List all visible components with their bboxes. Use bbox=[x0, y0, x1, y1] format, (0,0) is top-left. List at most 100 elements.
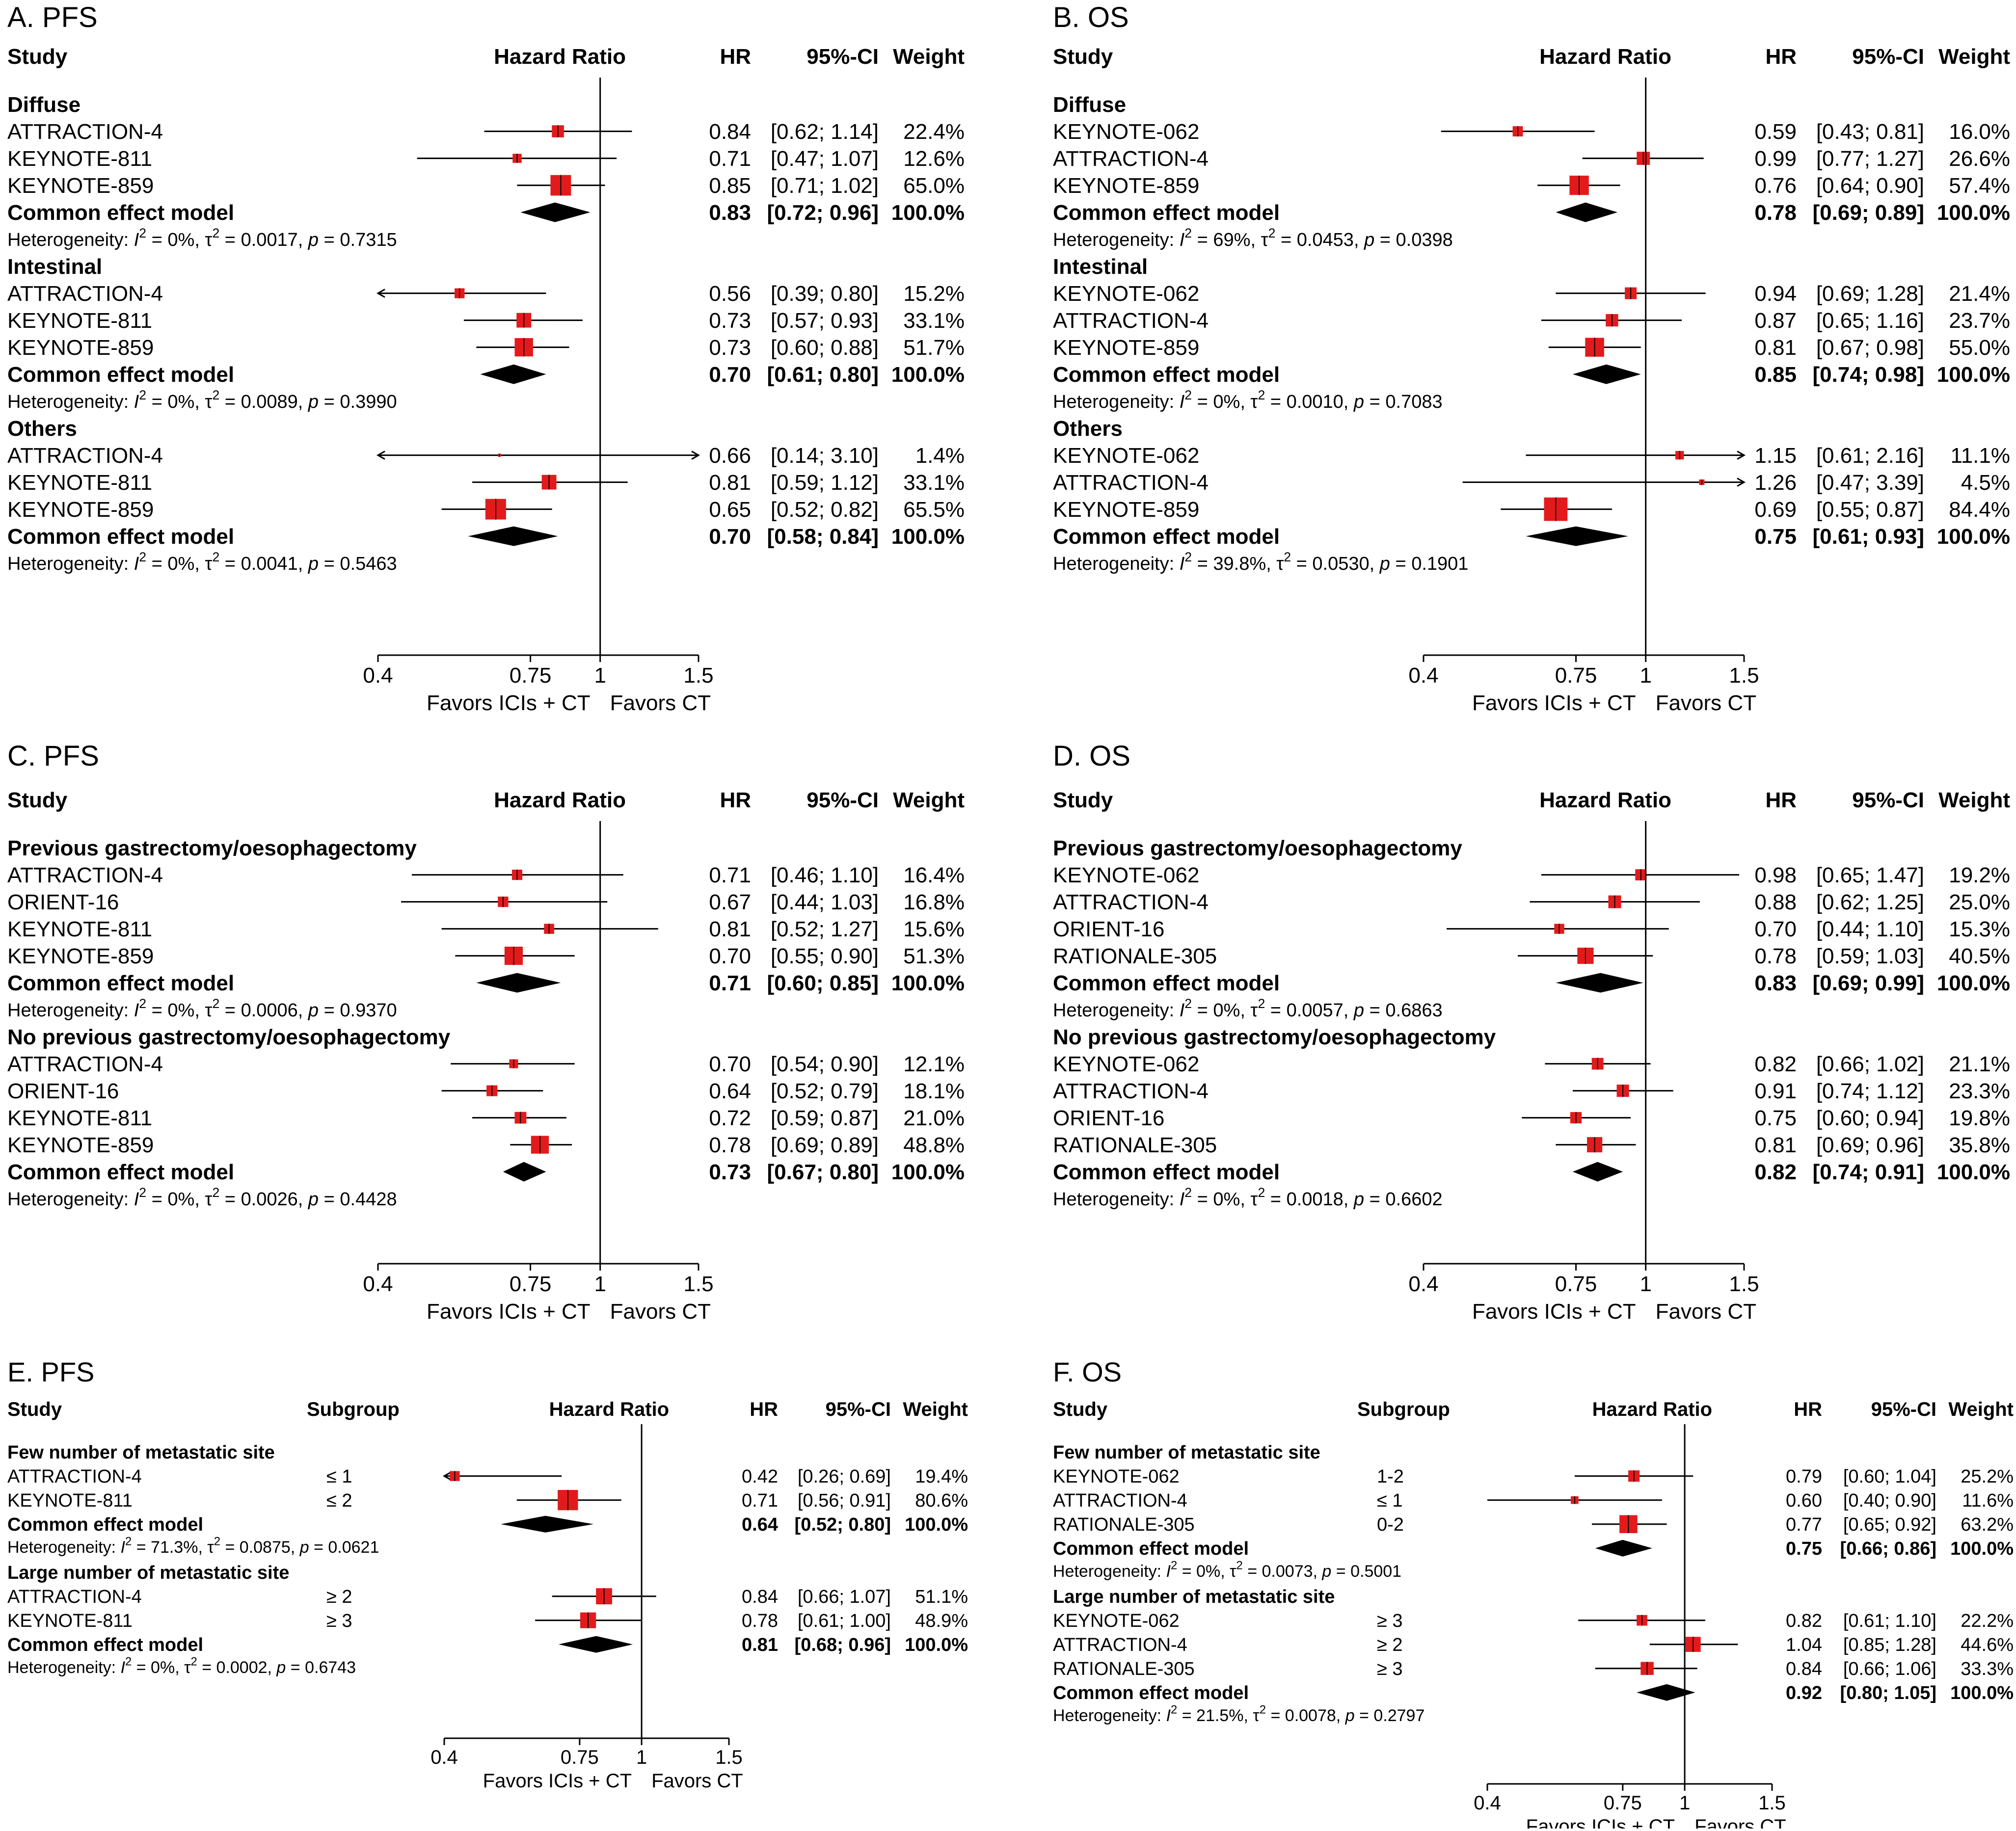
study-weight: 15.3% bbox=[1949, 917, 2010, 941]
study-ci: [0.61; 1.00] bbox=[798, 1611, 891, 1631]
header-study: Study bbox=[1053, 788, 1113, 812]
group-name: Previous gastrectomy/oesophagectomy bbox=[1053, 836, 1462, 860]
pooled-label: Common effect model bbox=[7, 525, 234, 549]
heterogeneity-part: 2 bbox=[1260, 1703, 1266, 1717]
heterogeneity-part: = bbox=[132, 1658, 151, 1677]
heterogeneity-part: 0% bbox=[1213, 1189, 1240, 1210]
study-hr: 0.60 bbox=[1786, 1490, 1822, 1511]
heterogeneity-stats: Heterogeneity: I2 = 71.3%, τ2 = 0.0875, … bbox=[7, 1535, 379, 1557]
heterogeneity-part: = bbox=[146, 230, 167, 250]
panel-title: A. PFS bbox=[7, 1, 98, 33]
study-hr: 0.99 bbox=[1754, 147, 1797, 171]
study-weight: 57.4% bbox=[1949, 174, 2010, 198]
pooled-label: Common effect model bbox=[1053, 363, 1280, 387]
favors-left-label: Favors ICIs + CT bbox=[427, 691, 591, 715]
x-tick-label: 1.5 bbox=[683, 663, 713, 688]
study-weight: 48.8% bbox=[903, 1133, 965, 1157]
heterogeneity-part: , bbox=[1344, 1189, 1354, 1210]
study-ci: [0.57; 0.93] bbox=[771, 309, 879, 333]
heterogeneity-part: 0% bbox=[167, 554, 194, 574]
pooled-diamond bbox=[1572, 1162, 1623, 1182]
study-name: KEYNOTE-811 bbox=[7, 309, 152, 333]
heterogeneity-part: = bbox=[219, 1000, 241, 1021]
heterogeneity-part: 0% bbox=[167, 1000, 194, 1021]
heterogeneity-part: , τ bbox=[194, 1000, 212, 1021]
header-study: Study bbox=[7, 45, 68, 69]
panel-a: A. PFS Study Hazard Ratio HR 95%-CI Weight Dif… bbox=[7, 1, 965, 715]
study-name: ATTRACTION-4 bbox=[7, 863, 163, 887]
study-weight: 19.2% bbox=[1949, 863, 2010, 887]
heterogeneity-part: Heterogeneity: bbox=[1053, 1562, 1166, 1581]
study-name: ATTRACTION-4 bbox=[1053, 1079, 1209, 1103]
study-weight: 26.6% bbox=[1949, 147, 2010, 171]
heterogeneity-part: I bbox=[1166, 1562, 1171, 1581]
heterogeneity-part: 0.2797 bbox=[1373, 1706, 1425, 1725]
pooled-weight: 100.0% bbox=[905, 1514, 968, 1535]
study-ci: [0.40; 0.90] bbox=[1843, 1490, 1936, 1511]
pooled-ci: [0.61; 0.93] bbox=[1813, 525, 1924, 549]
ci-arrow-left bbox=[376, 451, 385, 460]
study-weight: 48.9% bbox=[915, 1611, 968, 1631]
heterogeneity-part: p bbox=[308, 230, 319, 250]
header-weight: Weight bbox=[1948, 1399, 2014, 1420]
header-ci: 95%-CI bbox=[806, 788, 879, 812]
header-hazard-ratio: Hazard Ratio bbox=[1539, 788, 1671, 812]
heterogeneity-stats: Heterogeneity: I2 = 21.5%, τ2 = 0.0078, … bbox=[1053, 1703, 1425, 1725]
heterogeneity-part: 0.0875 bbox=[240, 1538, 291, 1557]
pooled-ci: [0.68; 0.96] bbox=[795, 1635, 891, 1655]
study-weight: 12.6% bbox=[903, 147, 965, 171]
favors-left-label: Favors ICIs + CT bbox=[1472, 691, 1636, 715]
study-hr: 0.82 bbox=[1786, 1611, 1822, 1631]
heterogeneity-part: 2 bbox=[212, 226, 219, 240]
heterogeneity-part: 0.0453 bbox=[1297, 230, 1354, 250]
heterogeneity-part: = bbox=[319, 554, 340, 574]
heterogeneity-part: 0% bbox=[151, 1658, 175, 1677]
heterogeneity-part: 0.5463 bbox=[340, 554, 397, 574]
study-weight: 65.0% bbox=[903, 174, 965, 198]
study-subgroup: ≤ 1 bbox=[1377, 1490, 1403, 1511]
heterogeneity-part: = bbox=[220, 1538, 240, 1557]
heterogeneity-part: = bbox=[1364, 1000, 1385, 1021]
heterogeneity-part: 2 bbox=[212, 996, 219, 1011]
header-hr: HR bbox=[1765, 45, 1797, 69]
x-tick-label: 0.4 bbox=[430, 1747, 458, 1768]
study-name: RATIONALE-305 bbox=[1053, 1133, 1217, 1157]
pooled-label: Common effect model bbox=[7, 1635, 203, 1655]
pooled-hr: 0.70 bbox=[709, 525, 751, 549]
study-hr: 0.87 bbox=[1754, 309, 1797, 333]
study-weight: 63.2% bbox=[1961, 1514, 2014, 1535]
study-ci: [0.14; 3.10] bbox=[771, 444, 879, 468]
heterogeneity-part: = bbox=[1192, 1189, 1213, 1210]
heterogeneity-part: , τ bbox=[175, 1658, 191, 1677]
header-study: Study bbox=[7, 1399, 62, 1420]
group-name: Diffuse bbox=[1053, 93, 1126, 117]
study-ci: [0.43; 0.81] bbox=[1816, 120, 1924, 144]
study-weight: 51.7% bbox=[903, 336, 965, 360]
heterogeneity-part: 2 bbox=[1258, 996, 1265, 1011]
study-subgroup: ≥ 3 bbox=[1377, 1659, 1403, 1679]
study-ci: [0.55; 0.87] bbox=[1816, 498, 1924, 522]
group-name: Few number of metastatic site bbox=[7, 1442, 275, 1463]
study-name: KEYNOTE-811 bbox=[7, 917, 152, 941]
group-name: Intestinal bbox=[7, 255, 102, 279]
study-hr: 0.64 bbox=[709, 1079, 751, 1103]
panel-c: C. PFS Study Hazard Ratio HR 95%-CI Weight Pre… bbox=[7, 740, 965, 1324]
panel-title: E. PFS bbox=[7, 1356, 94, 1387]
study-name: KEYNOTE-062 bbox=[1053, 1052, 1199, 1076]
group-name: Few number of metastatic site bbox=[1053, 1442, 1320, 1463]
heterogeneity-part: , τ bbox=[1243, 1706, 1260, 1725]
study-name: KEYNOTE-811 bbox=[7, 471, 152, 495]
pooled-hr: 0.75 bbox=[1754, 525, 1797, 549]
study-ci: [0.56; 0.91] bbox=[798, 1490, 891, 1511]
heterogeneity-part: , bbox=[291, 1538, 300, 1557]
study-subgroup: 1-2 bbox=[1377, 1466, 1404, 1487]
group-name: No previous gastrectomy/oesophagectomy bbox=[1053, 1025, 1496, 1049]
heterogeneity-part: 2 bbox=[125, 1655, 132, 1669]
study-name: KEYNOTE-859 bbox=[7, 174, 154, 198]
study-ci: [0.69; 1.28] bbox=[1816, 282, 1924, 306]
study-ci: [0.64; 0.90] bbox=[1816, 174, 1924, 198]
heterogeneity-part: Heterogeneity: bbox=[1053, 554, 1180, 574]
study-name: RATIONALE-305 bbox=[1053, 1659, 1195, 1679]
study-name: ATTRACTION-4 bbox=[7, 120, 163, 144]
